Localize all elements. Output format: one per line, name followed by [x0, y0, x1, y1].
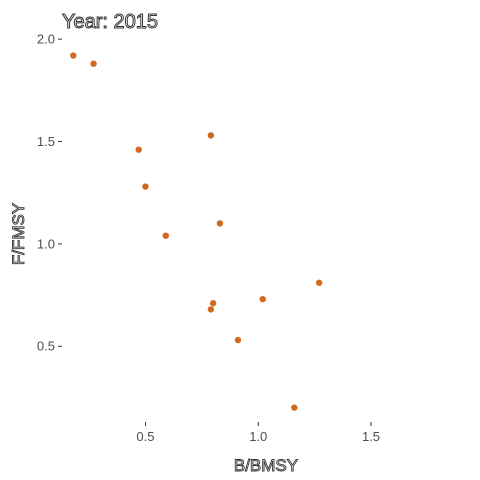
x-tick-label: 0.5 [136, 429, 154, 444]
y-tick-label: 1.5 [37, 134, 55, 149]
data-point [208, 306, 214, 312]
plot-title: Year: 2015 [62, 11, 158, 33]
y-tick-label: 1.0 [37, 236, 55, 251]
data-point [210, 300, 216, 306]
data-point [135, 147, 141, 153]
data-point [163, 232, 169, 238]
data-point [90, 61, 96, 67]
x-axis: 0.5 1.0 1.5 [136, 422, 380, 444]
data-point [316, 280, 322, 286]
data-point [217, 220, 223, 226]
data-point [70, 52, 76, 58]
data-point [208, 132, 214, 138]
data-point [235, 337, 241, 343]
x-tick-label: 1.5 [362, 429, 380, 444]
x-tick-label: 1.0 [249, 429, 267, 444]
data-point [260, 296, 266, 302]
x-axis-title: B/BMSY [234, 456, 298, 475]
data-point [142, 183, 148, 189]
y-tick-label: 0.5 [37, 339, 55, 354]
y-axis: 0.5 1.0 1.5 2.0 [37, 32, 62, 354]
data-points [70, 52, 322, 411]
data-point [291, 404, 297, 410]
y-axis-title: F/FMSY [9, 203, 28, 265]
y-tick-label: 2.0 [37, 32, 55, 47]
